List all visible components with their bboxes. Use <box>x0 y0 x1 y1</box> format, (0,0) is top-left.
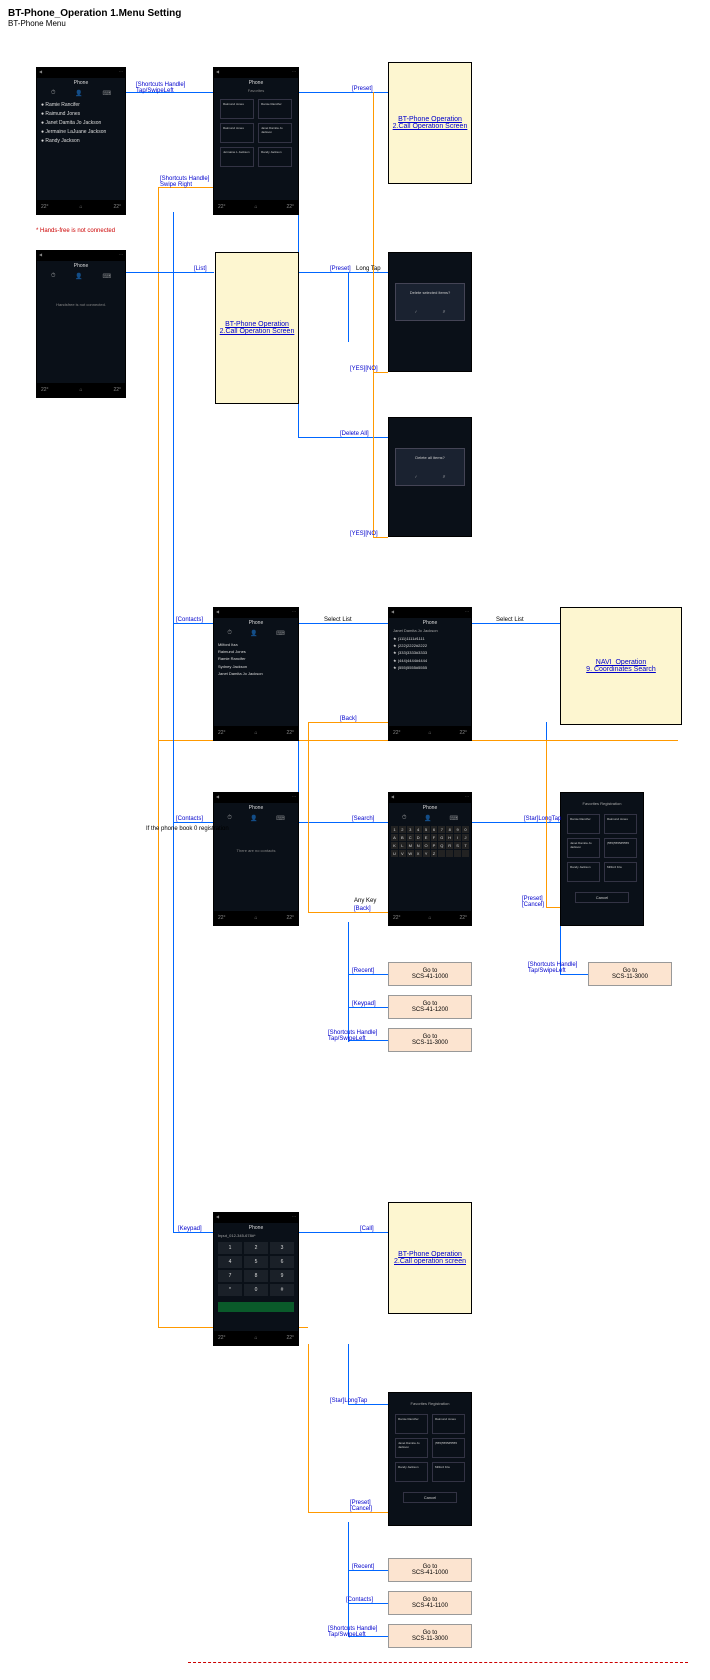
goto-3[interactable]: Go to SCS-11-3000 <box>388 1028 472 1052</box>
lbl-sh-hndl-2: [Shortcuts Handle] Tap/SwipeLeft <box>528 962 577 974</box>
screen-contacts-noreg: SCS-41-1100_NoReg Contacts ◀⋯ Phone ⏱👤⌨ … <box>213 792 299 926</box>
lbl-contacts-1: [Contacts] <box>176 617 203 623</box>
lbl-back-1: [Back] <box>340 716 357 722</box>
lbl-presetcancel-2: [Preset] [Cancel] <box>350 1500 372 1512</box>
goto-7[interactable]: Go to SCS-11-3000 <box>388 1624 472 1648</box>
lbl-yesno-2: [YES][NO] <box>350 531 378 537</box>
lbl-recent-2: [Recent] <box>352 1564 374 1570</box>
lbl-call: [Call] <box>360 1226 374 1232</box>
goto-5[interactable]: Go to SCS-41-1000 <box>388 1558 472 1582</box>
screen-keypad-preset: SCS-41-1200_dlg_presetreg KeyPad Favorit… <box>388 1392 472 1526</box>
lbl-deleteall: [Delete All] <box>340 431 369 437</box>
lbl-keypad-2: [Keypad] <box>178 1226 202 1232</box>
link-callop-1[interactable]: BT-Phone Operation 2.Call Operation Scre… <box>388 62 472 184</box>
goto-1[interactable]: Go to SCS-41-1000 <box>388 962 472 986</box>
lbl-preset-2: [Preset] <box>330 266 351 272</box>
lbl-sh-swr: [Shortcuts Handle] Swipe Right <box>160 176 209 188</box>
lbl-recent-1: [Recent] <box>352 968 374 974</box>
lbl-sh-tap: [Shortcuts Handle] Tap/SwipeLeft <box>136 82 185 94</box>
goto-6[interactable]: Go to SCS-41-1100 <box>388 1591 472 1615</box>
link-navi[interactable]: NAVI_Operation 9. Coordinates Search <box>560 607 682 725</box>
lbl-yesno-1: [YES][NO] <box>350 366 378 372</box>
lbl-sh-hndl-1: [Shortcuts Handle] Tap/SwipeLeft <box>328 1030 377 1042</box>
screen-recent-nc: SCS-41-1000_notconnect Recent ◀⋯ Phone ⏱… <box>36 250 126 398</box>
lbl-search: [Search] <box>352 816 374 822</box>
lbl-selectlist-2: Select List <box>496 617 524 623</box>
lbl-starlt-1: [Star]LongTap <box>524 816 561 822</box>
flow-canvas: * Hands-free is not connected SCS-41-100… <box>8 32 702 1672</box>
lbl-nobook: If the phone book 0 registration <box>146 826 229 832</box>
screen-alldelcfm: SCS-11-3000_dlg_alldelcfm Shortcut Menu(… <box>388 417 472 537</box>
screen-contacts: SCS-41-1100 Contacts ◀⋯ Phone ⏱👤⌨ Milfor… <box>213 607 299 741</box>
lbl-starlt-2: [Star]LongTap <box>330 1398 367 1404</box>
goto-4[interactable]: Go to SCS-11-3000 <box>588 962 672 986</box>
lbl-presetcancel-1: [Preset] [Cancel] <box>522 896 544 908</box>
link-callop-3[interactable]: BT-Phone Operation 2.Call operation scre… <box>388 1202 472 1314</box>
note-handsfree: * Hands-free is not connected <box>36 228 115 234</box>
screen-delcfm: SCS-11-3000_dlg_delcfm Shortcut Menu(Pho… <box>388 252 472 372</box>
screen-alpha: SCS-41-1120 Alphabet search ◀⋯ Phone ⏱👤⌨… <box>388 792 472 926</box>
lbl-anykey: Any Key <box>354 898 376 904</box>
lbl-selectlist-1: Select List <box>324 617 352 623</box>
lbl-keypad-1: [Keypad] <box>352 1001 376 1007</box>
screen-details-preset: SCS-41-1110_dlg_presetreg Contact detail… <box>560 792 644 926</box>
lbl-list: [List] <box>194 266 207 272</box>
lbl-back-2: [Back] <box>354 906 371 912</box>
lbl-contacts-2: [Contacts] <box>176 816 203 822</box>
lbl-preset-1: [Preset] <box>352 86 373 92</box>
lbl-contacts-3: [Contacts] <box>346 1597 373 1603</box>
link-callop-2[interactable]: BT-Phone Operation 2.Call Operation Scre… <box>215 252 299 404</box>
screen-contact-details: SCS-41-1110 Contact details ◀⋯ Phone Jan… <box>388 607 472 741</box>
goto-2[interactable]: Go to SCS-41-1200 <box>388 995 472 1019</box>
page-title: BT-Phone_Operation 1.Menu Setting <box>8 8 710 19</box>
screen-keypad: SCS-41-1200 KeyPad ◀⋯ Phone Input_012-34… <box>213 1212 299 1346</box>
screen-recent: SCS-41-1000 Recent ◀⋯ Phone ⏱👤⌨ ● Ramie … <box>36 67 126 215</box>
page-subtitle: BT-Phone Menu <box>8 19 710 28</box>
screen-shortcut: SCS-11-3000 Shortcut Menu(Phone/Navi ◀⋯ … <box>213 67 299 215</box>
lbl-sh-hndl-3: [Shortcuts Handle] Tap/SwipeLeft <box>328 1626 377 1638</box>
